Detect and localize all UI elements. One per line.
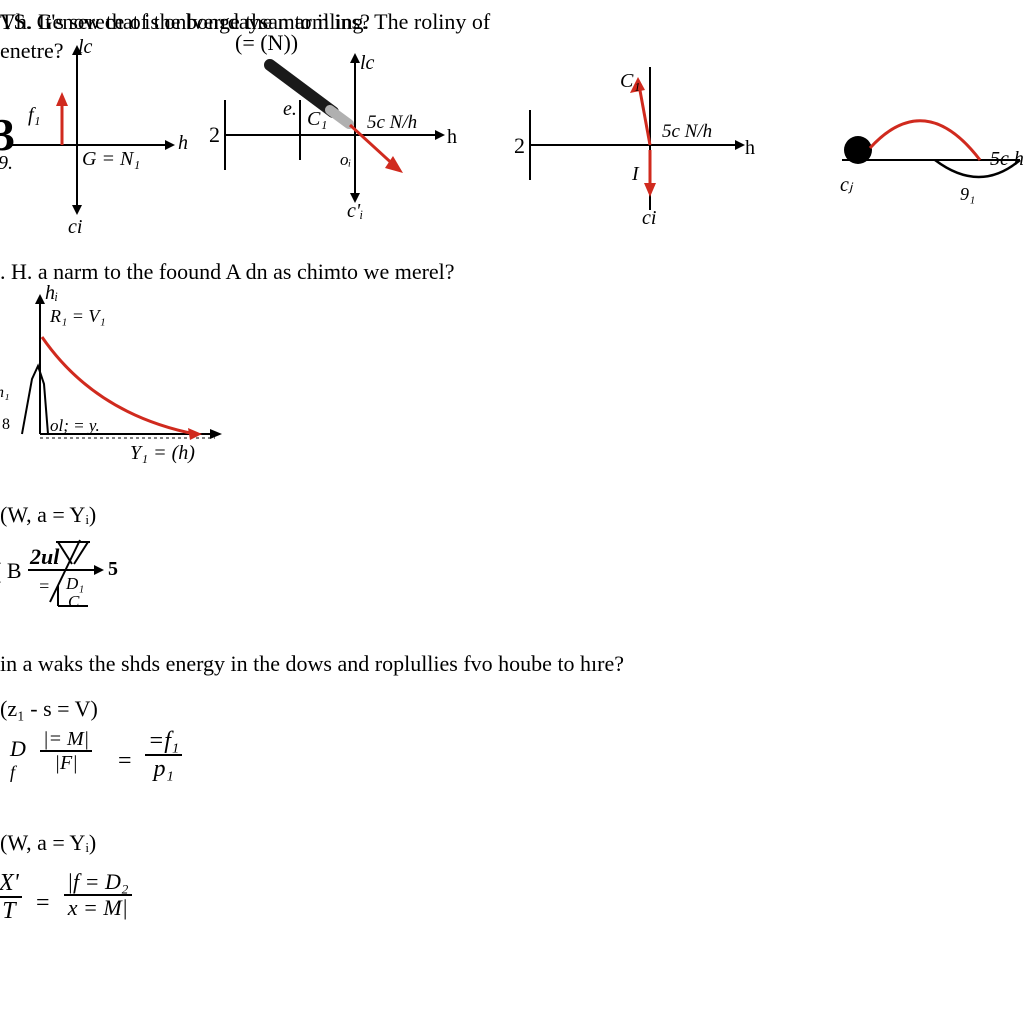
diag2-5c: 5c N/h: [367, 112, 417, 134]
diag1-g: G = N₁: [82, 148, 140, 171]
eq3-rd: x = M|: [68, 895, 128, 920]
eq2-num2: =f₁: [148, 728, 179, 754]
diagram-2: (= (N)) lc 2 e. C₁ 5c N/h h oᵢ c'ᵢ: [215, 30, 465, 230]
diagram-1-svg: [0, 40, 200, 240]
eq1-eq: =: [38, 576, 50, 597]
equation-3-body: X' T = |f = D₂ x = M|: [0, 870, 226, 950]
q3-text: H. a narm to the foound A dn as chimto w…: [6, 259, 455, 284]
diag4-9: 9₁: [960, 184, 975, 205]
diag1-h: h: [178, 132, 188, 155]
diag2-oi: oᵢ: [340, 150, 351, 170]
eq1-5: 5: [108, 558, 118, 581]
eq2-frac1: |= M| |F|: [40, 728, 92, 774]
graph-1: hᵢ R₁ = V₁ h₁ 8 ol; = y. Y₁ = (h): [0, 284, 260, 474]
diagram-3: C₁ 2 5c N/h h I ci: [520, 55, 760, 235]
diag2-ci: c'ᵢ: [347, 200, 363, 223]
eq2-f: f: [10, 762, 15, 783]
diag3-2: 2: [514, 133, 525, 159]
diag4-cj: cⱼ: [840, 172, 852, 197]
diag1-f: f₁: [28, 104, 41, 127]
graph-ol: ol; = y.: [50, 416, 100, 436]
diag3-I: I: [632, 163, 639, 186]
eq3-ln: X': [0, 870, 19, 896]
diag2-c: C₁: [307, 108, 327, 131]
question-3-text: . H. a narm to the foound A dn as chimto…: [0, 258, 455, 287]
diag3-ci: ci: [642, 207, 656, 230]
eq3-eq: =: [36, 890, 50, 917]
graph-h: hᵢ: [45, 282, 58, 305]
equation-1-body: ( B 2ul 5 = D₁ C: [0, 536, 160, 616]
eq2-frac2: =f₁ p₁: [145, 728, 182, 783]
eq3-left: X' T: [0, 870, 22, 925]
diagram-1: lc f₁ 3 9. G = N₁ h ci: [0, 40, 200, 240]
diag2-lc: lc: [360, 52, 374, 75]
diag2-e: e.: [283, 98, 297, 121]
diag2-2: 2: [209, 122, 220, 148]
eq2-header: (z₁ - s = V): [0, 696, 98, 721]
equation-3-header: (W, a = Yᵢ): [0, 830, 96, 856]
equation-2-body: D f |= M| |F| = =f₁ p₁: [0, 730, 230, 800]
eq1-c: C: [68, 592, 79, 612]
eq2-num1: = M: [49, 728, 84, 750]
eq3-rn: |f = D₂: [67, 869, 129, 894]
diag3-h: h: [745, 137, 755, 160]
eq2-den2: p₁: [153, 756, 173, 782]
graph-x: Y₁ = (h): [130, 442, 195, 465]
diag3-c1: C₁: [620, 70, 640, 93]
equation-2-header: (z₁ - s = V): [0, 696, 98, 722]
diag3-5c: 5c N/h: [662, 121, 712, 143]
diag4-5c: 5c h: [990, 148, 1024, 171]
graph-r: R₁ = V₁: [50, 306, 106, 327]
equation-1: (W, a = Yᵢ): [0, 502, 96, 528]
eq2-D: D: [10, 736, 26, 762]
diagram-4: cⱼ 5c h 9₁: [830, 90, 1024, 230]
diag1-ci: ci: [68, 216, 82, 239]
eq2-den1: F: [60, 752, 72, 774]
eq3-ld: T: [2, 898, 15, 924]
q4-text: in a waks the shds energy in the dows an…: [0, 651, 624, 676]
diag1-lc: lc: [78, 36, 92, 59]
eq1-d: D₁: [66, 574, 84, 594]
eq3-header: (W, a = Yᵢ): [0, 830, 96, 855]
diag1-9: 9.: [0, 152, 13, 175]
eq1-header: (W, a = Yᵢ): [0, 502, 96, 527]
diag2-top: (= (N)): [235, 30, 298, 56]
question-4-text: in a waks the shds energy in the dows an…: [0, 650, 624, 679]
eq1-num: 2ul: [30, 544, 59, 570]
eq2-eq: =: [118, 748, 132, 775]
eq1-B: ( B: [0, 558, 22, 584]
diagram-2-svg: [215, 30, 465, 230]
diag2-h: h: [447, 126, 457, 149]
eq3-right: |f = D₂ x = M|: [64, 870, 132, 920]
graph-h1: h₁: [0, 384, 10, 402]
graph-8: 8: [2, 416, 10, 434]
